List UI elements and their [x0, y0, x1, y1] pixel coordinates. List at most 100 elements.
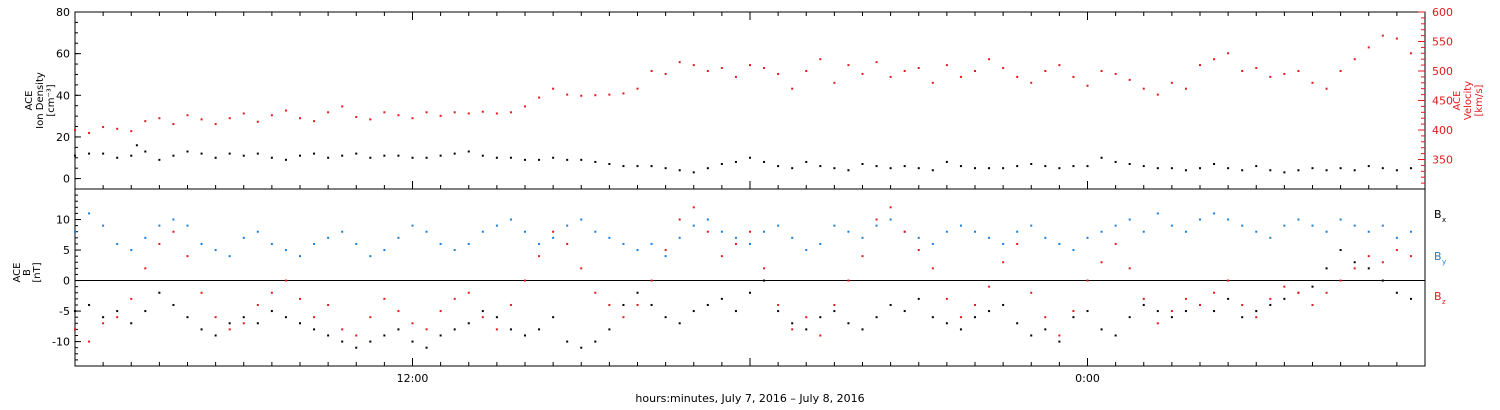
bx-point [1269, 303, 1272, 306]
velocity-point [594, 94, 597, 97]
density-point [636, 165, 639, 168]
density-point [172, 154, 175, 157]
bx-point [777, 310, 780, 313]
bx-point [200, 328, 203, 331]
bz-point [130, 297, 133, 300]
velocity-point [383, 111, 386, 114]
density-point [369, 156, 372, 159]
bx-point [1114, 334, 1117, 337]
density-point [144, 150, 147, 153]
density-point [200, 152, 203, 155]
bz-point [538, 255, 541, 258]
velocity-point [538, 96, 541, 99]
bz-point [1184, 297, 1187, 300]
density-point [1114, 160, 1117, 163]
by-point [1311, 224, 1314, 227]
by-point [116, 242, 119, 245]
velocity-point [1255, 67, 1258, 70]
density-point [1170, 167, 1173, 170]
by-point [1072, 249, 1075, 252]
bx-point [833, 310, 836, 313]
density-point [566, 158, 569, 161]
b-tick-label: -10 [52, 336, 70, 349]
density-point [847, 169, 850, 172]
velocity-point [1086, 84, 1089, 87]
bz-point [777, 303, 780, 306]
bx-point [341, 340, 344, 343]
by-point [819, 242, 822, 245]
by-point [1030, 224, 1033, 227]
bx-point [1381, 279, 1384, 282]
by-point [1114, 224, 1117, 227]
by-point [524, 230, 526, 233]
bz-point [200, 291, 203, 294]
by-point [1381, 224, 1384, 227]
velocity-point [706, 70, 709, 72]
by-point [608, 236, 611, 239]
density-point [453, 152, 456, 155]
density-point [284, 158, 287, 161]
density-point [945, 160, 948, 163]
bz-point [988, 285, 991, 288]
bx-point [1283, 297, 1286, 300]
bz-point [1367, 255, 1370, 258]
bx-point [1128, 316, 1131, 319]
by-point [495, 224, 498, 227]
by-point [1409, 230, 1412, 233]
bz-point [945, 297, 948, 300]
velocity-axis-title: Velocity [1463, 81, 1474, 120]
velocity-point [1002, 67, 1005, 70]
by-point [369, 255, 372, 258]
velocity-point [1311, 81, 1314, 84]
bz-point [847, 279, 850, 282]
bz-point [580, 267, 583, 270]
bz-point [1325, 291, 1328, 294]
bz-point [116, 316, 119, 319]
bz-point [791, 328, 794, 331]
velocity-point [805, 70, 808, 72]
bx-point [917, 297, 920, 300]
bx-point [439, 334, 442, 337]
by-point [411, 224, 414, 227]
velocity-point [1353, 58, 1356, 61]
bx-point [819, 316, 822, 319]
density-point [664, 167, 667, 170]
density-point [777, 165, 780, 168]
by-point [299, 255, 301, 258]
velocity-point [889, 75, 892, 78]
bx-point [1072, 316, 1075, 319]
by-point [130, 249, 133, 252]
velocity-point [1269, 75, 1272, 78]
velocity-point [88, 131, 91, 134]
by-point [706, 218, 709, 221]
bz-point [144, 267, 147, 270]
density-point [495, 156, 498, 159]
density-point [270, 156, 273, 159]
velocity-point [509, 111, 512, 114]
bx-point [889, 303, 892, 306]
bz-point [1044, 316, 1047, 319]
bx-point [1016, 322, 1019, 325]
density-point [1072, 165, 1075, 168]
bz-point [931, 267, 934, 270]
velocity-point [636, 87, 639, 90]
velocity-point [833, 81, 836, 84]
by-point [313, 242, 316, 245]
bz-point [1016, 242, 1019, 245]
density-point [1058, 167, 1061, 170]
velocity-point [650, 70, 653, 72]
velocity-point [608, 93, 611, 96]
bz-point [1086, 279, 1089, 282]
density-point [917, 167, 920, 170]
by-point [88, 212, 91, 215]
bz-point [706, 230, 709, 233]
velocity-point [692, 64, 695, 67]
bz-point [1142, 297, 1145, 300]
bz-point [608, 303, 611, 306]
velocity-point [1114, 72, 1117, 75]
bx-point [706, 303, 709, 306]
by-point [284, 249, 287, 252]
bz-point [552, 230, 555, 233]
density-point [1283, 171, 1286, 174]
